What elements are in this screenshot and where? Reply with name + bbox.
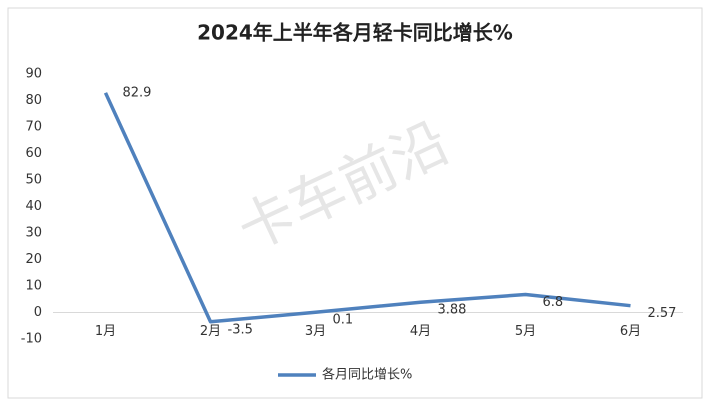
y-tick-label: 80 <box>25 93 42 108</box>
x-tick-label: 1月 <box>95 324 116 339</box>
data-label: -3.5 <box>228 322 253 337</box>
y-tick-label: 90 <box>25 67 42 82</box>
y-tick-label: 10 <box>25 279 42 294</box>
chart-border <box>7 7 703 399</box>
legend-label: 各月同比增长% <box>322 367 412 383</box>
data-label: 6.8 <box>543 295 564 310</box>
y-tick-label: -10 <box>21 332 42 347</box>
y-tick-label: 30 <box>25 226 42 241</box>
data-line <box>103 92 631 324</box>
y-tick-label: 50 <box>25 173 42 188</box>
data-label: 82.9 <box>123 85 152 100</box>
x-tick-label: 5月 <box>515 324 536 339</box>
data-label: 0.1 <box>333 313 354 328</box>
y-tick-label: 20 <box>25 252 42 267</box>
data-label: 2.57 <box>648 306 677 321</box>
y-tick-label: 70 <box>25 120 42 135</box>
x-tick-label: 4月 <box>410 324 431 339</box>
x-tick-label: 3月 <box>305 324 326 339</box>
x-tick-label: 6月 <box>620 324 641 339</box>
x-tick-label: 2月 <box>200 324 221 339</box>
data-label: 3.88 <box>438 303 467 318</box>
y-tick-label: 40 <box>25 199 42 214</box>
chart-title: 2024年上半年各月轻卡同比增长% <box>197 21 513 45</box>
y-tick-label: 0 <box>34 305 42 320</box>
y-tick-label: 60 <box>25 146 42 161</box>
